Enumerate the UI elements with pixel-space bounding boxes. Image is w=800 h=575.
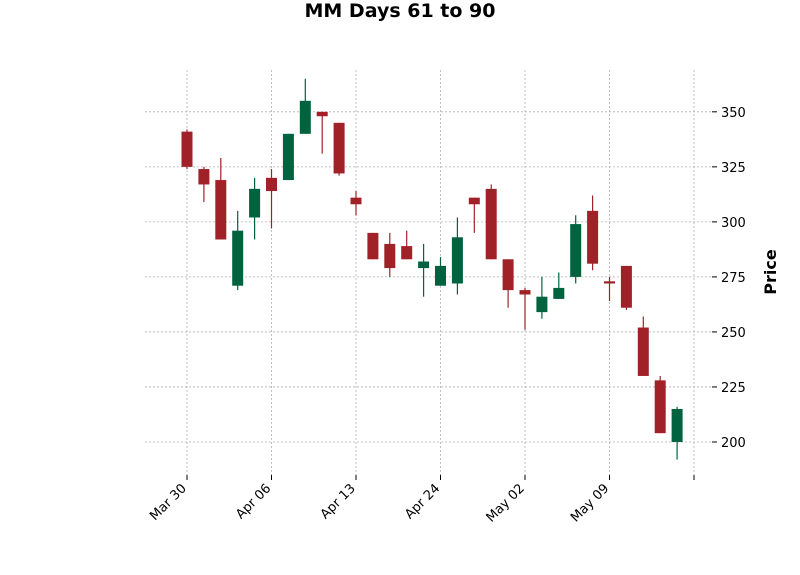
- candle-body: [282, 133, 294, 181]
- candle: [485, 184, 497, 260]
- candle: [384, 232, 396, 277]
- candle: [401, 230, 413, 260]
- candle: [316, 111, 328, 154]
- candle: [367, 232, 379, 260]
- candle: [198, 166, 210, 203]
- candle: [519, 287, 531, 330]
- candle-body: [198, 169, 210, 185]
- candle: [587, 195, 599, 271]
- candle: [333, 122, 345, 176]
- candle-body: [604, 281, 615, 284]
- candle-body: [620, 265, 632, 308]
- x-tick-label: May 09: [568, 481, 612, 525]
- x-tick-label: May 02: [484, 481, 528, 525]
- candle: [536, 276, 548, 319]
- candle-body: [418, 261, 430, 269]
- candle: [299, 78, 311, 134]
- y-tick-label: 200: [721, 436, 746, 451]
- grid-lines: [145, 70, 712, 475]
- candle-body: [215, 180, 227, 240]
- candle: [418, 243, 430, 297]
- candle: [553, 272, 565, 299]
- candle: [249, 177, 261, 240]
- candle-body: [671, 408, 683, 442]
- candle: [181, 129, 193, 170]
- candle: [654, 375, 666, 434]
- candle-body: [519, 290, 531, 295]
- candle-body: [435, 265, 446, 286]
- candle: [435, 257, 446, 286]
- candle-body: [654, 380, 666, 434]
- y-tick-label: 275: [721, 271, 746, 286]
- candle: [620, 265, 632, 310]
- candle: [502, 259, 514, 308]
- y-axis-label: Price: [761, 249, 780, 295]
- candle: [451, 217, 463, 295]
- candle-body: [266, 177, 277, 192]
- x-tick-label: Apr 24: [402, 481, 443, 522]
- y-tick-label: 350: [721, 106, 746, 121]
- candle-body: [637, 327, 649, 376]
- candle-body: [536, 296, 548, 313]
- candle-body: [333, 122, 345, 174]
- candle: [350, 191, 362, 216]
- candle: [266, 169, 277, 229]
- x-axis: Mar 30 Apr 06 Apr 13 Apr 24 May 02 May 09: [147, 475, 695, 525]
- candle-body: [232, 230, 244, 286]
- chart-title: MM Days 61 to 90: [305, 0, 496, 22]
- y-tick-label: 225: [721, 381, 746, 396]
- candle: [232, 210, 244, 291]
- y-tick-label: 300: [721, 216, 746, 231]
- candle: [570, 215, 582, 284]
- y-tick-label: 325: [721, 161, 746, 176]
- y-tick-label: 250: [721, 326, 746, 341]
- candle: [282, 133, 294, 181]
- y-axis: 200 225 250 275 300 325 350: [712, 106, 746, 451]
- candle-body: [485, 188, 497, 260]
- x-tick-label: Mar 30: [147, 481, 190, 524]
- candle-body: [384, 243, 396, 269]
- candle-body: [181, 131, 193, 167]
- candle-body: [299, 100, 311, 134]
- candles: [181, 78, 683, 460]
- candle: [637, 316, 649, 376]
- candle-body: [367, 232, 379, 260]
- candle: [604, 276, 615, 302]
- x-tick-label: Apr 06: [233, 481, 274, 522]
- candle-body: [316, 111, 328, 117]
- candle-body: [468, 197, 480, 205]
- candle-body: [350, 197, 362, 205]
- candle-body: [401, 246, 413, 260]
- candle-body: [249, 188, 261, 218]
- candle-body: [553, 287, 565, 299]
- x-tick-label: Apr 13: [318, 481, 359, 522]
- candle-body: [451, 237, 463, 284]
- candle: [468, 197, 480, 233]
- candle: [215, 158, 227, 240]
- candle-body: [587, 210, 599, 264]
- candle: [671, 406, 683, 460]
- candle-body: [502, 259, 514, 291]
- candle-body: [570, 224, 582, 277]
